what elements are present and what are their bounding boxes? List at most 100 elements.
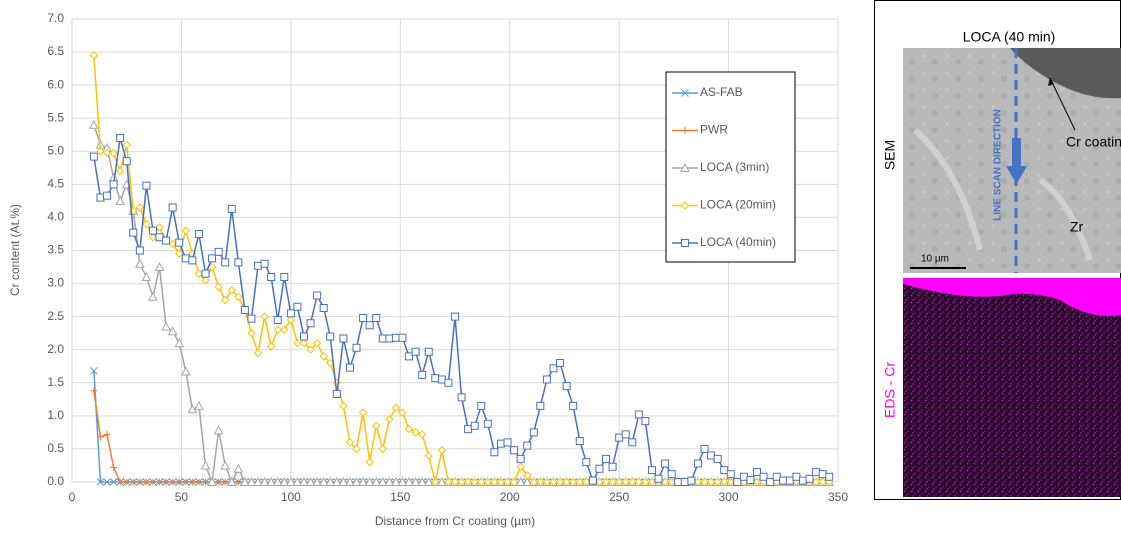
data-point bbox=[209, 255, 216, 262]
data-point bbox=[412, 348, 419, 355]
data-point bbox=[162, 323, 170, 331]
data-point bbox=[379, 335, 386, 342]
panel-title: LOCA (40 min) bbox=[963, 29, 1056, 45]
data-point bbox=[609, 463, 616, 470]
data-point bbox=[681, 479, 688, 486]
coating-label: Cr coating bbox=[1066, 134, 1121, 150]
legend-label: LOCA (40min) bbox=[700, 235, 776, 249]
data-point bbox=[819, 471, 826, 478]
data-point bbox=[635, 411, 642, 418]
data-point bbox=[136, 247, 143, 254]
data-point bbox=[740, 473, 747, 480]
data-point bbox=[149, 227, 156, 234]
data-point bbox=[537, 402, 544, 409]
data-point bbox=[327, 333, 334, 340]
y-tick-label: 6.0 bbox=[47, 77, 64, 91]
data-point bbox=[622, 431, 629, 438]
data-point bbox=[524, 442, 531, 449]
data-point bbox=[248, 330, 255, 337]
y-tick-label: 0.5 bbox=[47, 441, 64, 455]
matrix-label: Zr bbox=[1070, 219, 1084, 235]
data-point bbox=[169, 204, 176, 211]
data-point bbox=[255, 262, 262, 269]
data-point bbox=[484, 420, 491, 427]
y-tick-label: 4.0 bbox=[47, 210, 64, 224]
data-point bbox=[143, 221, 150, 228]
data-point bbox=[734, 479, 741, 486]
data-point bbox=[688, 477, 695, 484]
data-point bbox=[360, 314, 367, 321]
y-tick-label: 5.0 bbox=[47, 143, 64, 157]
data-point bbox=[215, 426, 223, 434]
x-tick-label: 250 bbox=[609, 490, 629, 504]
data-point bbox=[182, 255, 189, 262]
y-tick-label: 1.0 bbox=[47, 408, 64, 422]
legend-label: LOCA (3min) bbox=[700, 160, 769, 174]
data-point bbox=[110, 181, 117, 188]
data-point bbox=[281, 273, 288, 280]
data-point bbox=[136, 260, 144, 268]
data-point bbox=[570, 402, 577, 409]
data-point bbox=[721, 467, 728, 474]
data-point bbox=[648, 467, 655, 474]
data-point bbox=[773, 473, 780, 480]
data-point bbox=[780, 477, 787, 484]
data-point bbox=[701, 445, 708, 452]
x-tick-label: 200 bbox=[500, 490, 520, 504]
data-point bbox=[294, 303, 301, 310]
data-point bbox=[458, 394, 465, 401]
image-panel: LOCA (40 min) LINE SCAN DIRECTION Cr coa… bbox=[875, 1, 1121, 500]
data-point bbox=[123, 141, 130, 148]
data-point bbox=[241, 307, 248, 314]
data-point bbox=[655, 475, 662, 482]
data-point bbox=[215, 283, 222, 290]
data-point bbox=[360, 409, 367, 416]
data-point bbox=[287, 310, 294, 317]
data-point bbox=[445, 379, 452, 386]
data-point bbox=[117, 135, 124, 142]
data-point bbox=[117, 168, 124, 175]
data-point bbox=[130, 229, 137, 236]
y-tick-label: 2.5 bbox=[47, 309, 64, 323]
data-point bbox=[452, 313, 459, 320]
data-point bbox=[793, 473, 800, 480]
data-point bbox=[307, 320, 314, 327]
y-axis-title: Cr content (At.%) bbox=[8, 204, 22, 296]
eds-label: EDS - Cr bbox=[882, 362, 898, 418]
data-point bbox=[675, 479, 682, 486]
y-tick-label: 2.0 bbox=[47, 342, 64, 356]
data-point bbox=[202, 270, 209, 277]
data-point bbox=[406, 353, 413, 360]
data-point bbox=[195, 230, 202, 237]
data-point bbox=[320, 305, 327, 312]
data-point bbox=[603, 455, 610, 462]
legend-label: AS-FAB bbox=[700, 85, 743, 99]
data-point bbox=[228, 205, 235, 212]
data-point bbox=[333, 379, 340, 386]
data-point bbox=[182, 227, 189, 234]
data-point bbox=[248, 315, 255, 322]
data-point bbox=[465, 426, 472, 433]
data-point bbox=[110, 464, 117, 471]
data-point bbox=[97, 148, 104, 155]
x-tick-label: 50 bbox=[175, 490, 189, 504]
data-point bbox=[221, 461, 229, 469]
data-point bbox=[642, 418, 649, 425]
x-tick-label: 100 bbox=[281, 490, 301, 504]
data-point bbox=[583, 459, 590, 466]
x-tick-label: 300 bbox=[719, 490, 739, 504]
data-point bbox=[340, 335, 347, 342]
data-point bbox=[708, 452, 715, 459]
data-point bbox=[268, 273, 275, 280]
data-point bbox=[90, 387, 97, 394]
data-point bbox=[727, 471, 734, 478]
data-point bbox=[300, 333, 307, 340]
data-point bbox=[806, 475, 813, 482]
data-point bbox=[274, 316, 281, 323]
data-point bbox=[97, 194, 104, 201]
data-point bbox=[163, 237, 170, 244]
y-tick-label: 3.5 bbox=[47, 243, 64, 257]
data-point bbox=[471, 422, 478, 429]
y-tick-label: 5.5 bbox=[47, 110, 64, 124]
